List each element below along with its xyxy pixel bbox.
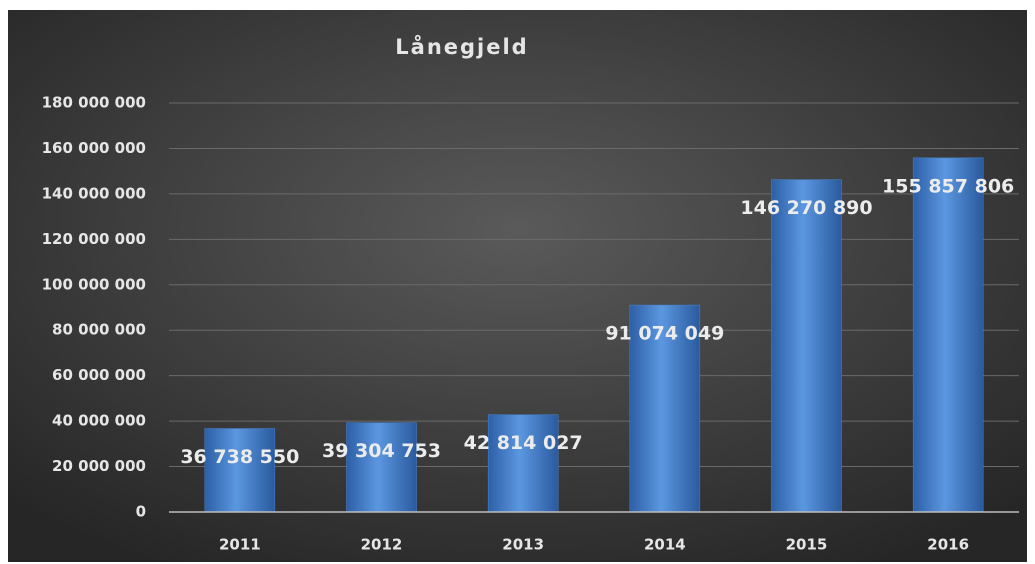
chart-title: Lånegjeld (395, 34, 528, 59)
data-label: 42 814 027 (464, 432, 583, 454)
bar (346, 422, 417, 513)
y-tick-label: 60 000 000 (52, 366, 146, 384)
data-label: 36 738 550 (180, 446, 299, 468)
y-tick-label: 80 000 000 (52, 321, 146, 339)
y-tick-label: 0 (136, 503, 146, 521)
x-tick-label: 2012 (361, 536, 403, 554)
bar (487, 414, 559, 513)
x-tick-label: 2015 (786, 536, 828, 554)
bar (912, 157, 984, 513)
y-tick-label: 140 000 000 (42, 184, 146, 202)
x-tick-label: 2013 (502, 536, 544, 554)
bar (771, 179, 842, 513)
x-tick-label: 2016 (927, 536, 969, 554)
data-label: 155 857 806 (882, 175, 1014, 197)
data-label: 91 074 049 (605, 323, 724, 345)
bar (204, 428, 276, 513)
y-tick-label: 20 000 000 (52, 457, 146, 475)
bar (629, 304, 701, 513)
data-label: 39 304 753 (322, 440, 441, 462)
x-tick-label: 2014 (644, 536, 686, 554)
x-tick-label: 2011 (219, 536, 261, 554)
data-label: 146 270 890 (740, 197, 872, 219)
y-tick-label: 120 000 000 (42, 230, 146, 248)
y-tick-label: 100 000 000 (42, 275, 146, 293)
y-tick-label: 40 000 000 (52, 412, 146, 430)
y-tick-label: 180 000 000 (42, 94, 146, 112)
y-tick-label: 160 000 000 (42, 139, 146, 157)
